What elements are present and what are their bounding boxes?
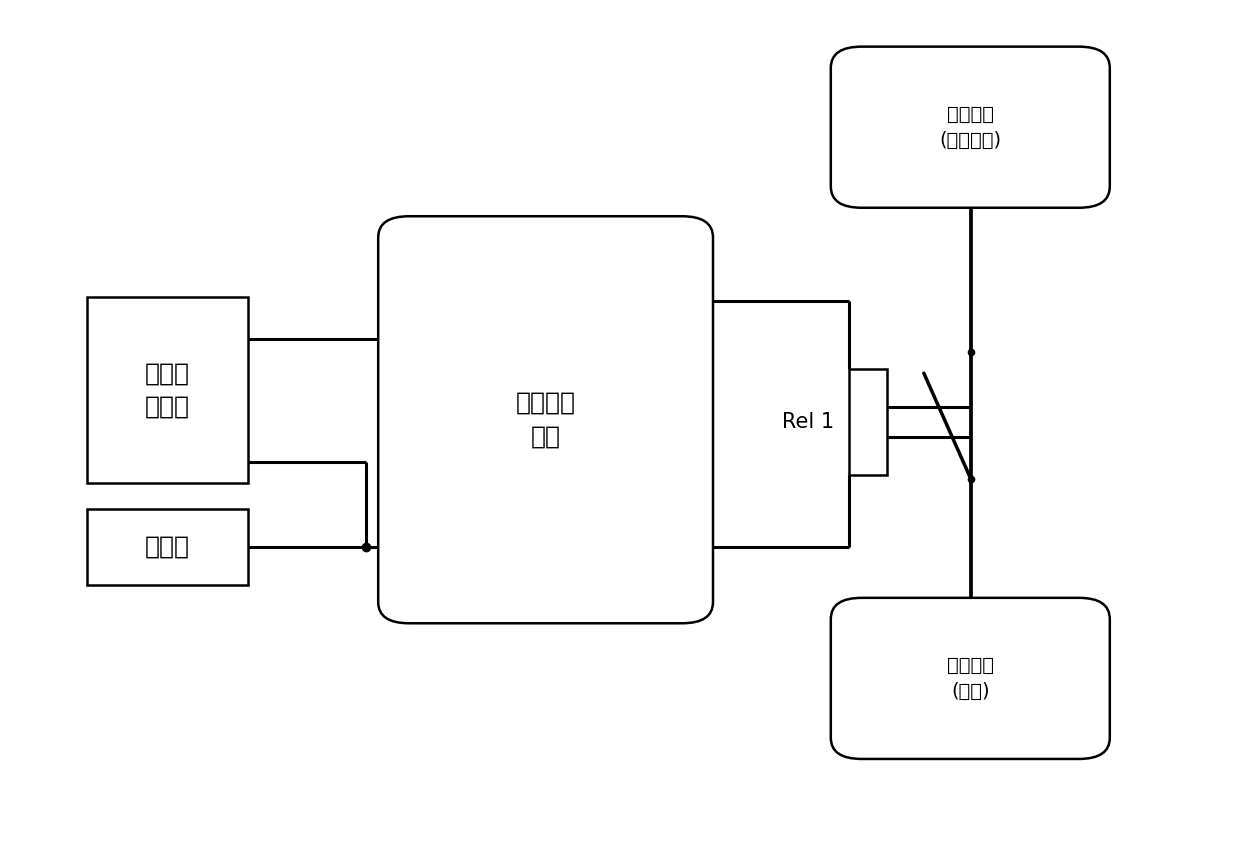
FancyBboxPatch shape	[378, 216, 713, 623]
Text: 蓄电池: 蓄电池	[145, 535, 190, 559]
FancyBboxPatch shape	[831, 598, 1110, 759]
Text: 电流输出
(电机): 电流输出 (电机)	[947, 656, 993, 701]
FancyBboxPatch shape	[831, 47, 1110, 208]
Text: 电子控
制单元: 电子控 制单元	[145, 361, 190, 419]
FancyBboxPatch shape	[87, 509, 248, 585]
Text: 时序控制
电路: 时序控制 电路	[516, 391, 575, 449]
Bar	[849, 369, 887, 475]
Text: Rel 1: Rel 1	[782, 412, 835, 432]
Text: 电流输入
(动力电池): 电流输入 (动力电池)	[939, 104, 1002, 150]
FancyBboxPatch shape	[87, 297, 248, 483]
